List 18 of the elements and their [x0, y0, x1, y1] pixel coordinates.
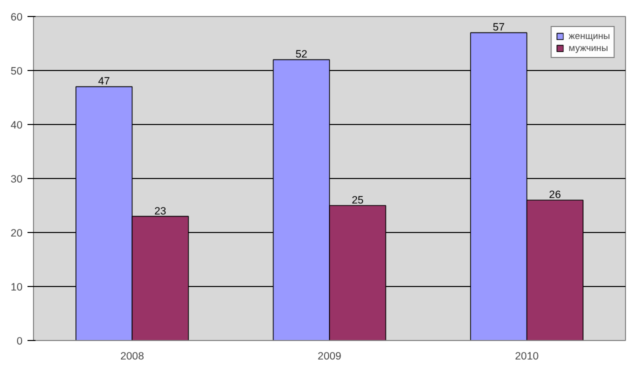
- x-tick-label: 2008: [120, 350, 144, 362]
- data-label: 25: [352, 194, 364, 206]
- y-tick-label: 0: [16, 336, 23, 348]
- y-tick-label: 20: [10, 228, 23, 240]
- y-tick-label: 50: [10, 66, 23, 78]
- y-tick-label: 40: [10, 120, 23, 132]
- data-label: 52: [295, 48, 308, 61]
- data-label: 57: [492, 22, 505, 34]
- data-label: 47: [98, 76, 110, 88]
- x-tick-label: 2009: [318, 350, 342, 362]
- data-label: 23: [154, 205, 166, 218]
- x-tick-label: 2010: [514, 350, 539, 362]
- y-tick-label: 10: [10, 282, 23, 294]
- y-tick-label: 30: [10, 174, 23, 186]
- data-label: 26: [549, 189, 561, 202]
- legend-label: женщины: [568, 31, 610, 41]
- y-tick-label: 60: [10, 12, 23, 24]
- legend-label: мужчины: [568, 43, 608, 53]
